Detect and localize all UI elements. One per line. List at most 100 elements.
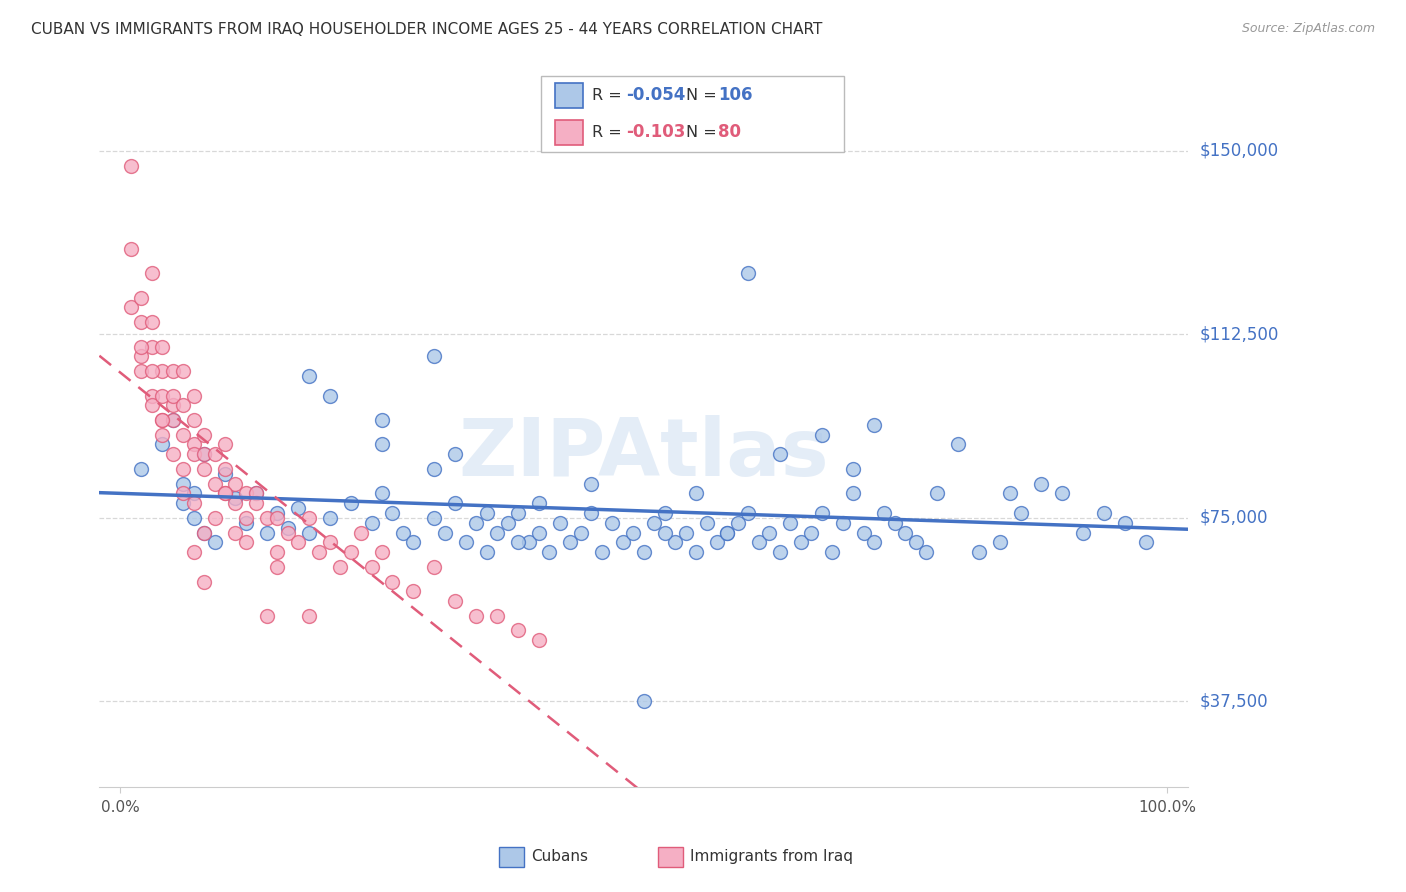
Point	[506, 506, 529, 520]
Point	[120, 242, 142, 256]
Point	[821, 545, 844, 559]
Point	[581, 476, 603, 491]
Point	[329, 559, 352, 574]
Point	[884, 516, 907, 530]
Text: N =: N =	[686, 88, 723, 103]
Point	[716, 525, 738, 540]
Point	[475, 545, 498, 559]
Point	[842, 462, 865, 476]
Point	[402, 584, 425, 599]
Point	[527, 496, 550, 510]
Text: 80: 80	[718, 123, 741, 141]
Point	[612, 535, 634, 549]
Point	[621, 525, 644, 540]
Point	[486, 608, 509, 623]
Point	[548, 516, 571, 530]
Point	[727, 516, 749, 530]
Point	[141, 364, 163, 378]
Point	[1114, 516, 1136, 530]
Point	[654, 525, 676, 540]
Point	[633, 694, 655, 708]
Point	[873, 506, 896, 520]
Point	[298, 525, 321, 540]
Point	[214, 467, 236, 481]
Point	[685, 486, 707, 500]
Point	[475, 506, 498, 520]
Point	[894, 525, 917, 540]
Text: Source: ZipAtlas.com: Source: ZipAtlas.com	[1241, 22, 1375, 36]
Point	[654, 506, 676, 520]
Point	[256, 525, 278, 540]
Point	[685, 545, 707, 559]
Point	[423, 559, 446, 574]
Point	[831, 516, 853, 530]
Text: CUBAN VS IMMIGRANTS FROM IRAQ HOUSEHOLDER INCOME AGES 25 - 44 YEARS CORRELATION : CUBAN VS IMMIGRANTS FROM IRAQ HOUSEHOLDE…	[31, 22, 823, 37]
Point	[769, 447, 792, 461]
Point	[193, 447, 215, 461]
Point	[716, 525, 738, 540]
Point	[810, 427, 832, 442]
Text: Immigrants from Iraq: Immigrants from Iraq	[690, 849, 853, 863]
Point	[298, 511, 321, 525]
Point	[737, 266, 759, 280]
Point	[224, 496, 246, 510]
Point	[465, 608, 488, 623]
Point	[287, 501, 309, 516]
Point	[150, 413, 173, 427]
Point	[214, 486, 236, 500]
Point	[129, 350, 152, 364]
Point	[235, 535, 257, 549]
Point	[664, 535, 686, 549]
Point	[538, 545, 561, 559]
Point	[506, 624, 529, 638]
Point	[129, 364, 152, 378]
Text: $112,500: $112,500	[1199, 326, 1278, 343]
Point	[235, 511, 257, 525]
Point	[318, 388, 340, 402]
Text: -0.103: -0.103	[626, 123, 685, 141]
Point	[925, 486, 948, 500]
Point	[695, 516, 717, 530]
Point	[235, 516, 257, 530]
Point	[245, 486, 267, 500]
Point	[339, 545, 361, 559]
Point	[904, 535, 927, 549]
Point	[433, 525, 456, 540]
Point	[150, 437, 173, 451]
Point	[1092, 506, 1115, 520]
Point	[842, 486, 865, 500]
Point	[423, 511, 446, 525]
Point	[183, 437, 205, 451]
Point	[706, 535, 728, 549]
Point	[193, 525, 215, 540]
Point	[643, 516, 665, 530]
Point	[423, 462, 446, 476]
Point	[266, 511, 288, 525]
Point	[1010, 506, 1032, 520]
Point	[967, 545, 990, 559]
Point	[141, 388, 163, 402]
Point	[1135, 535, 1157, 549]
Point	[266, 559, 288, 574]
Point	[298, 608, 321, 623]
Point	[193, 525, 215, 540]
Point	[150, 427, 173, 442]
Point	[381, 506, 404, 520]
Point	[245, 496, 267, 510]
Point	[183, 388, 205, 402]
Point	[852, 525, 875, 540]
Point	[224, 491, 246, 506]
Point	[256, 608, 278, 623]
Point	[150, 413, 173, 427]
Text: -0.054: -0.054	[626, 87, 685, 104]
Point	[308, 545, 330, 559]
Point	[150, 340, 173, 354]
Point	[277, 525, 299, 540]
Point	[298, 368, 321, 383]
Point	[591, 545, 613, 559]
Point	[758, 525, 780, 540]
Point	[737, 506, 759, 520]
Text: R =: R =	[592, 88, 627, 103]
Point	[675, 525, 697, 540]
Point	[172, 486, 194, 500]
